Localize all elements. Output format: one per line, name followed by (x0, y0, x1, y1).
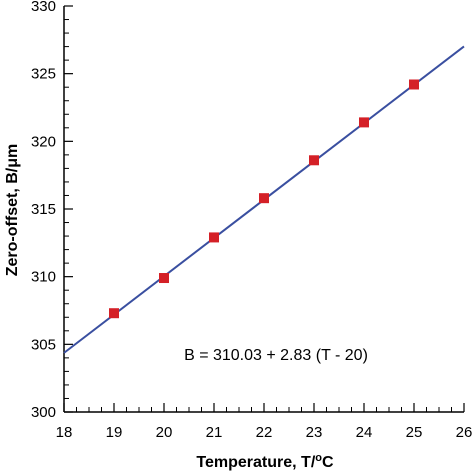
plot-frame (63, 5, 465, 413)
x-tick-label: 23 (306, 424, 323, 441)
data-points (109, 79, 419, 319)
data-point (159, 273, 169, 284)
y-tick-label: 315 (31, 201, 56, 218)
y-tick-label: 330 (31, 0, 56, 15)
y-tick-label: 325 (31, 66, 56, 83)
x-tick-label: 26 (456, 424, 473, 441)
data-point (409, 79, 419, 90)
x-tick-label: 21 (206, 424, 223, 441)
y-tick-label: 300 (31, 404, 56, 421)
fit-equation: B = 310.03 + 2.83 (T - 20) (184, 347, 368, 364)
x-tick-label: 19 (106, 424, 123, 441)
x-axis-title: Temperature, T/oC (196, 452, 334, 471)
data-point (359, 117, 369, 128)
y-tick-labels: 300 305 310 315 320 325 330 (31, 0, 56, 421)
x-tick-label: 20 (156, 424, 173, 441)
x-tick-label: 22 (256, 424, 273, 441)
data-point (209, 232, 219, 243)
y-tick-label: 320 (31, 133, 56, 150)
data-point (109, 308, 119, 319)
x-tick-label: 25 (406, 424, 423, 441)
x-tick-label: 18 (56, 424, 73, 441)
x-tick-label: 24 (356, 424, 373, 441)
y-tick-label: 310 (31, 269, 56, 286)
x-tick-labels: 18 19 20 21 22 23 24 25 26 (56, 424, 473, 441)
y-axis-title: Zero-offset, B/μm (4, 144, 21, 276)
data-point (309, 155, 319, 166)
y-tick-label: 305 (31, 336, 56, 353)
data-point (259, 193, 269, 204)
